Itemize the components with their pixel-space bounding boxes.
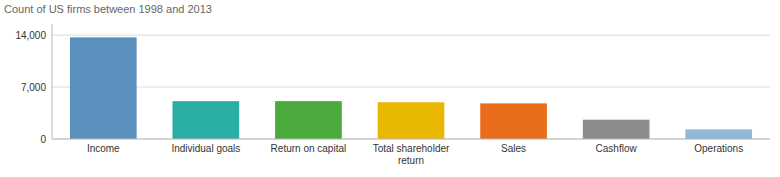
bar [480, 103, 547, 139]
bars [70, 37, 752, 139]
x-tick-label: Return on capital [271, 143, 347, 154]
x-tick-label-line: Operations [694, 143, 743, 154]
x-tick-label-line: Income [87, 143, 120, 154]
grid-line [52, 87, 770, 88]
bar [173, 101, 240, 139]
grid [52, 35, 770, 139]
x-tick-label-line: return [398, 155, 424, 166]
grid-line [52, 35, 770, 36]
x-tick-label-line: Individual goals [171, 143, 240, 154]
x-tick-label: Operations [694, 143, 743, 154]
page: {"chart_data": {"type": "bar", "subtitle… [0, 0, 780, 177]
x-tick-label-line: Sales [501, 143, 526, 154]
x-tick-label: Income [87, 143, 120, 154]
y-tick-label: 14,000 [15, 30, 46, 41]
subtitle: Count of US firms between 1998 and 2013 [4, 3, 212, 15]
chart-svg: Count of US firms between 1998 and 2013 0… [0, 0, 780, 177]
x-tick-label: Individual goals [171, 143, 240, 154]
x-tick-label-line: Return on capital [271, 143, 347, 154]
x-tick-label-line: Cashflow [596, 143, 638, 154]
x-tick-label: Total shareholderreturn [373, 143, 450, 166]
bar [685, 129, 752, 139]
bar [583, 120, 650, 139]
x-tick-label: Sales [501, 143, 526, 154]
chart-container: Count of US firms between 1998 and 2013 0… [0, 0, 780, 177]
x-axis-line [52, 139, 770, 140]
y-axis-line [52, 24, 53, 139]
bar [378, 102, 445, 139]
y-tick-label: 0 [40, 134, 46, 145]
y-tick-label: 7,000 [21, 82, 46, 93]
grid-line [52, 139, 770, 140]
x-tick-label-line: Total shareholder [373, 143, 450, 154]
bar [275, 101, 342, 139]
bar [70, 37, 137, 139]
x-tick-label: Cashflow [596, 143, 638, 154]
